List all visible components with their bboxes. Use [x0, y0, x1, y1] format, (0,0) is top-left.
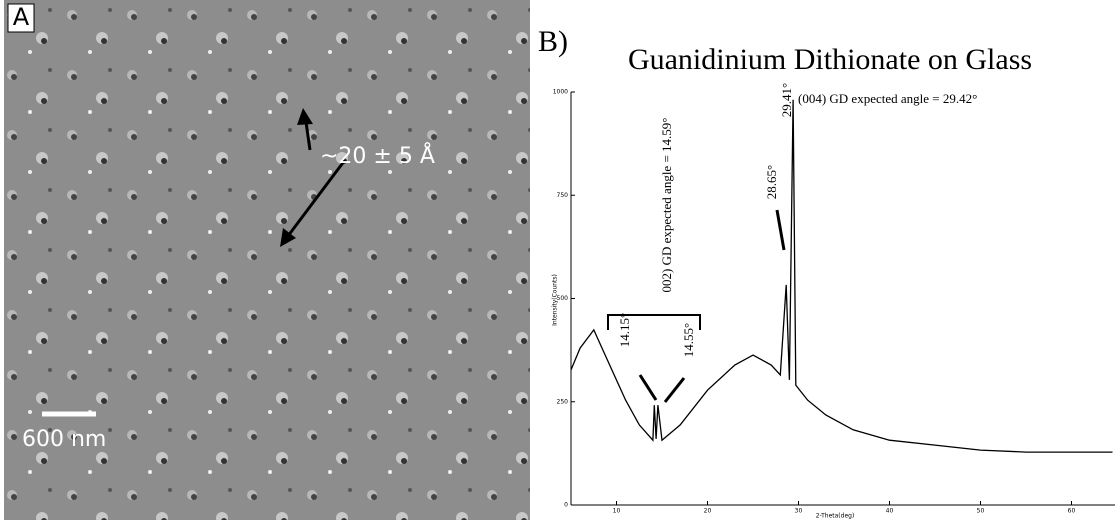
pointer	[775, 209, 786, 251]
panel-label-box	[7, 3, 35, 33]
x-tick-label: 20	[704, 508, 712, 515]
annotation: 14.55°	[681, 323, 696, 357]
y-axis-label: Intensity(Counts)	[552, 274, 559, 326]
x-tick-label: 10	[613, 508, 621, 515]
x-tick-label: 60	[1068, 508, 1076, 515]
x-axis-label: 2-Theta(deg)	[816, 513, 855, 520]
arrow-head	[297, 108, 313, 125]
y-tick-label: 0	[564, 502, 568, 509]
panel-a: A 600 nm ~20 ± 5 Å	[4, 0, 530, 520]
scale-bar-label: 600 nm	[22, 427, 106, 452]
panel-label: A	[13, 3, 30, 31]
x-tick-label: 50	[977, 508, 985, 515]
arrow-head	[280, 228, 296, 247]
pointer	[663, 377, 686, 403]
panel-label: B)	[538, 25, 568, 58]
x-tick-label: 40	[886, 508, 894, 515]
pointer	[638, 374, 658, 401]
bracket	[607, 314, 701, 330]
xrd-line	[570, 99, 1113, 453]
annotation: 28.65°	[764, 165, 779, 199]
afm-image	[4, 0, 530, 520]
annotation: ~20 ± 5 Å	[320, 142, 435, 169]
chart-title: Guanidinium Dithionate on Glass	[628, 43, 1032, 76]
y-tick-label: 250	[557, 398, 569, 405]
arrow	[283, 159, 347, 241]
annotation: 002) GD expected angle = 14.59°	[659, 118, 674, 293]
annotation: (004) GD expected angle = 29.42°	[798, 91, 977, 106]
y-tick-label: 1000	[553, 89, 568, 96]
annotation: 14.15°	[617, 313, 632, 347]
y-tick-label: 500	[557, 295, 569, 302]
y-tick-label: 750	[557, 192, 569, 199]
annotation: 29.41°	[779, 83, 794, 117]
x-tick-label: 30	[795, 508, 803, 515]
